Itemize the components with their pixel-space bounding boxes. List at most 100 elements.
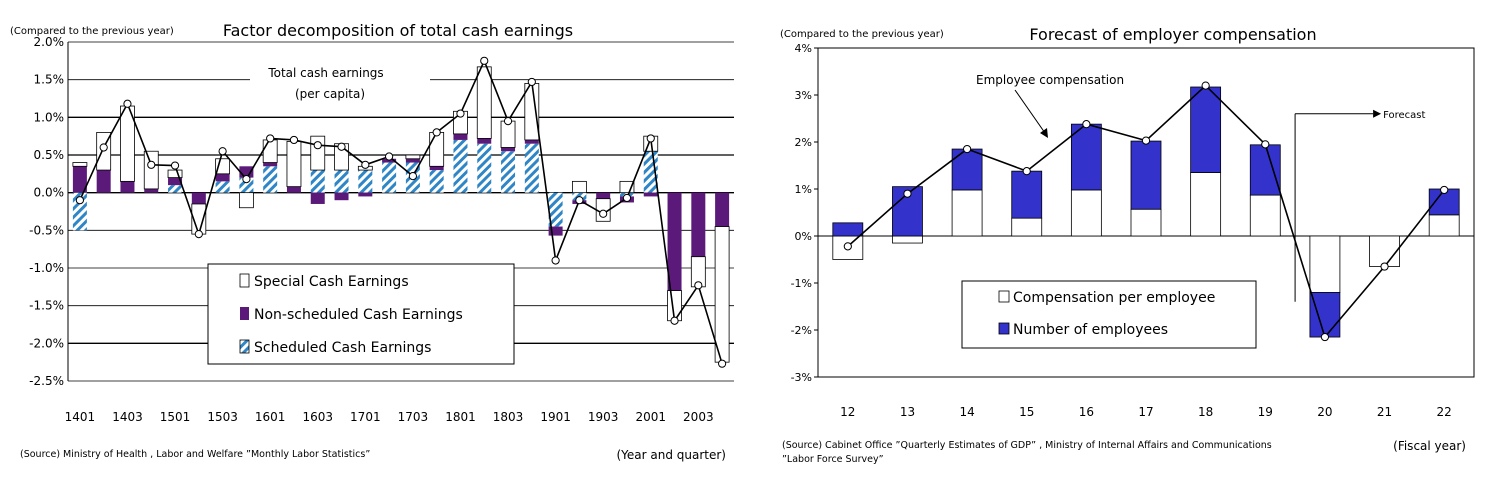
special-bar xyxy=(571,180,587,194)
y-tick-label: 1% xyxy=(795,183,812,196)
total-cash-earnings-point xyxy=(718,359,727,368)
nonscheduled-bar xyxy=(524,139,539,144)
y-tick-label: 0.0% xyxy=(34,186,65,200)
y-tick-label: -1.0% xyxy=(29,261,64,275)
nonscheduled-bar xyxy=(263,162,278,167)
special-bar xyxy=(476,66,492,139)
scheduled-bar xyxy=(501,151,516,193)
employee-compensation-point xyxy=(1082,120,1091,129)
compensation-per-employee-bar xyxy=(1011,217,1043,237)
source-note: (Source) Ministry of Health , Labor and … xyxy=(20,449,370,460)
special-bar xyxy=(405,154,421,160)
cash-earnings-chart-panel: (Compared to the previous year) Factor de… xyxy=(0,0,750,485)
x-tick-label: 16 xyxy=(1079,405,1094,419)
unit-label: (Compared to the previous year) xyxy=(10,26,174,37)
legend-swatch xyxy=(239,339,250,354)
compensation-per-employee-bar xyxy=(1369,235,1400,267)
total-cash-earnings-point xyxy=(670,316,679,325)
annotation-arrowhead xyxy=(1040,128,1048,138)
special-bar xyxy=(238,192,254,209)
forecast-label: Forecast xyxy=(1383,110,1425,121)
total-cash-earnings-point xyxy=(99,143,108,152)
number-of-employees-bar xyxy=(832,222,864,237)
chart-title: Factor decomposition of total cash earni… xyxy=(223,21,573,40)
nonscheduled-bar xyxy=(429,166,444,171)
employer-compensation-chart: (Compared to the previous year) Forecast … xyxy=(780,25,1475,465)
employee-compensation-point xyxy=(843,242,852,251)
total-cash-earnings-point xyxy=(289,135,299,145)
x-tick-label: 12 xyxy=(840,405,855,419)
legend: Special Cash Earnings Non-scheduled Cash … xyxy=(207,263,515,365)
number-of-employees-bar xyxy=(1249,144,1281,196)
number-of-employees-bar xyxy=(1130,140,1162,210)
y-tick-label: 0% xyxy=(795,230,812,243)
employee-compensation-point xyxy=(1201,81,1210,90)
x-tick-label: 1901 xyxy=(540,410,571,424)
nonscheduled-bar xyxy=(215,173,230,182)
scheduled-bar xyxy=(429,170,444,193)
plot-frame xyxy=(817,47,1475,378)
employer-compensation-chart-panel: (Compared to the previous year) Forecast … xyxy=(760,0,1501,485)
scheduled-bar xyxy=(263,166,278,193)
nonscheduled-bar xyxy=(548,226,563,236)
compensation-per-employee-bar xyxy=(1309,235,1341,293)
x-tick-label: 1503 xyxy=(207,410,238,424)
y-tick-label: 1.5% xyxy=(34,73,65,87)
legend-label: Number of employees xyxy=(1013,322,1168,338)
employee-compensation-point xyxy=(1440,185,1449,195)
y-tick-label: 0.5% xyxy=(34,148,65,162)
scheduled-bar xyxy=(524,143,539,193)
y-tick-label: 4% xyxy=(795,42,812,55)
scheduled-bar xyxy=(239,177,254,193)
x-tick-label: 1603 xyxy=(302,410,333,424)
y-tick-label: -2.0% xyxy=(29,336,64,350)
total-cash-earnings-point xyxy=(170,161,180,170)
employee-compensation-point xyxy=(903,189,912,198)
nonscheduled-bar xyxy=(405,158,420,163)
nonscheduled-bar xyxy=(596,192,611,199)
x-tick-label: 18 xyxy=(1198,405,1213,419)
compensation-per-employee-bar xyxy=(1190,172,1222,237)
total-cash-earnings-point xyxy=(480,56,489,65)
nonscheduled-bar xyxy=(239,166,254,178)
nonscheduled-bar xyxy=(382,158,397,163)
nonscheduled-bar xyxy=(667,192,682,291)
special-bar xyxy=(167,169,183,178)
nonscheduled-bar xyxy=(334,192,349,201)
total-cash-earnings-point xyxy=(313,141,322,150)
nonscheduled-bar xyxy=(96,170,111,193)
scheduled-bar xyxy=(453,139,468,193)
x-tick-label: 22 xyxy=(1437,405,1452,419)
special-bar xyxy=(429,131,445,167)
annotation-background xyxy=(250,62,430,102)
x-tick-label: 19 xyxy=(1258,405,1273,419)
total-cash-earnings-point xyxy=(385,152,394,161)
scheduled-bar xyxy=(548,192,563,227)
nonscheduled-bar xyxy=(168,177,183,186)
y-tick-label: -1.5% xyxy=(29,299,64,313)
total-cash-earnings-point xyxy=(527,77,536,87)
legend-swatch xyxy=(998,290,1010,303)
nonscheduled-bar xyxy=(191,192,206,204)
y-tick-label: -1% xyxy=(791,277,812,290)
number-of-employees-bar xyxy=(1070,123,1102,191)
x-tick-label: 20 xyxy=(1317,405,1332,419)
legend-swatch xyxy=(239,273,250,288)
x-tick-label: 1801 xyxy=(445,410,476,424)
employee-compensation-point xyxy=(1141,136,1151,145)
line-annotation: Employee compensation xyxy=(976,73,1124,87)
legend-box xyxy=(207,263,515,365)
x-tick-label: 2003 xyxy=(683,410,714,424)
number-of-employees-bar xyxy=(1190,86,1222,173)
total-cash-earnings-line xyxy=(79,58,723,364)
scheduled-bar xyxy=(477,143,492,193)
compensation-per-employee-bar xyxy=(1070,189,1102,237)
legend-swatch xyxy=(240,307,249,320)
total-cash-earnings-point xyxy=(622,193,632,203)
total-cash-earnings-point xyxy=(646,134,655,143)
number-of-employees-bar xyxy=(1309,291,1341,338)
employee-compensation-point xyxy=(1380,262,1389,271)
y-tick-label: -2.5% xyxy=(29,374,64,388)
y-tick-label: 1.0% xyxy=(34,110,65,124)
x-tick-label: 1803 xyxy=(493,410,524,424)
